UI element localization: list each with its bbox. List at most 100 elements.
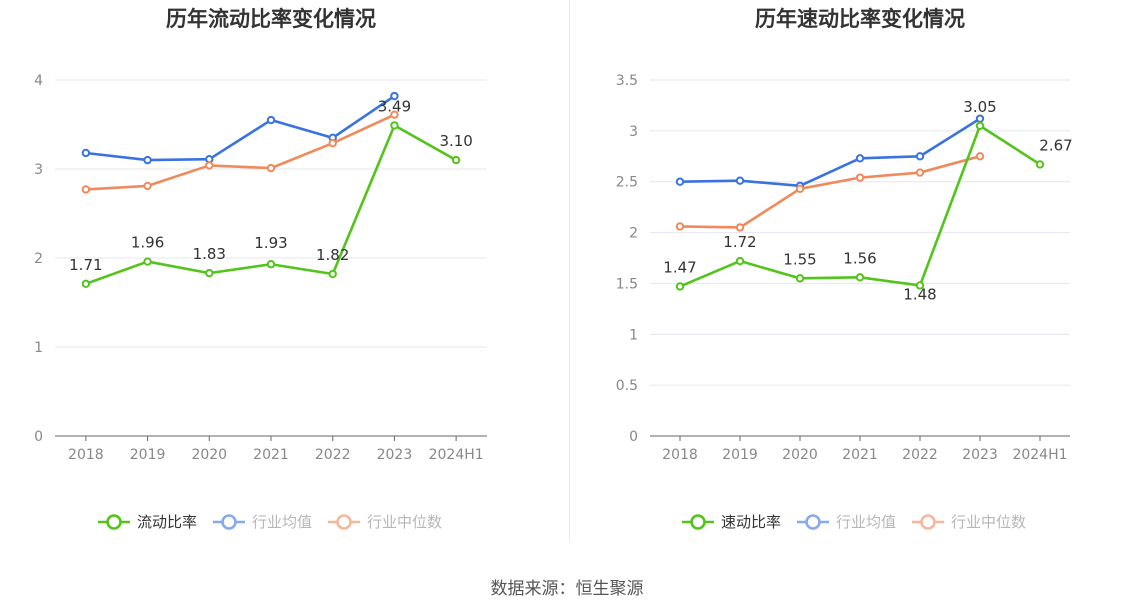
data-point — [735, 256, 745, 266]
x-tick-label: 2024H1 — [429, 447, 484, 463]
chart-panel-1: 历年流动比率变化情况 0 1 2 3 4 2018 2019 2020 2021 2022 2023 2… — [34, 7, 487, 531]
data-point — [915, 281, 925, 290]
data-label: 1.47 — [663, 258, 696, 276]
data-label: 1.96 — [131, 234, 164, 252]
data-point — [1035, 160, 1045, 169]
y-tick-label: 0 — [34, 429, 43, 445]
y-tick-label: 3 — [34, 162, 43, 178]
data-point — [735, 223, 745, 232]
data-point — [81, 279, 91, 289]
data-point — [81, 185, 91, 194]
y-tick-label: 4 — [34, 73, 43, 89]
data-label: 1.83 — [193, 245, 226, 263]
data-point — [735, 176, 745, 185]
y-tick-label: 1.5 — [616, 276, 638, 292]
series-流动比率: 1.71 1.96 1.83 1.93 1.82 3.49 3.10 — [69, 97, 473, 289]
x-tick-label: 2020 — [782, 447, 818, 463]
data-point — [390, 110, 399, 119]
legend-marker-icon — [106, 514, 122, 530]
data-point — [675, 282, 685, 291]
legend-label: 速动比率 — [721, 513, 781, 531]
data-point — [266, 260, 276, 269]
panel-divider — [569, 0, 570, 542]
data-point — [143, 181, 152, 191]
data-point — [975, 152, 985, 161]
data-point — [855, 273, 865, 282]
data-point — [975, 114, 985, 123]
legend-label: 行业中位数 — [951, 513, 1026, 531]
data-point — [795, 274, 805, 283]
legend-item: 行业均值 — [213, 513, 312, 531]
data-point — [390, 91, 399, 101]
legend-item: 行业中位数 — [328, 513, 442, 531]
data-point — [915, 168, 925, 177]
legend: 流动比率 行业均值 行业中位数 — [98, 513, 442, 531]
y-tick-label: 0 — [629, 429, 638, 445]
y-tick-label: 1 — [34, 340, 43, 356]
y-tick-label: 1 — [629, 327, 638, 343]
data-label: 3.05 — [963, 98, 996, 116]
chart-title: 历年流动比率变化情况 — [166, 7, 376, 31]
legend-item: 速动比率 — [682, 513, 781, 531]
y-tick-label: 2.5 — [616, 175, 638, 191]
series-行业均值 — [675, 114, 985, 190]
data-point — [143, 155, 152, 165]
data-point — [675, 222, 685, 231]
legend-marker-icon — [336, 514, 352, 530]
legend-item: 行业均值 — [797, 513, 896, 531]
x-tick-label: 2019 — [130, 447, 166, 463]
x-tick-label: 2021 — [842, 447, 878, 463]
data-point — [205, 268, 214, 278]
y-tick-label: 3.5 — [616, 73, 638, 89]
data-label: 1.48 — [903, 285, 936, 303]
legend-label: 流动比率 — [137, 513, 197, 531]
data-point — [390, 121, 399, 130]
series-行业均值 — [81, 91, 399, 165]
legend-item: 流动比率 — [98, 513, 197, 531]
legend-marker-icon — [920, 514, 936, 530]
legend-marker-icon — [805, 514, 821, 530]
data-point — [266, 163, 276, 173]
series-line — [85, 113, 395, 191]
data-label: 1.93 — [254, 234, 287, 252]
data-label: 3.49 — [378, 97, 411, 115]
chart-panel-2: 历年速动比率变化情况 0 0.5 1 1.5 2 2.5 3 3.5 2018 2019 2020 20… — [616, 7, 1073, 531]
y-tick-label: 2 — [34, 251, 43, 267]
data-point — [795, 184, 805, 194]
data-label: 1.55 — [783, 250, 816, 268]
series-行业中位数 — [81, 110, 399, 194]
data-label: 1.56 — [843, 249, 876, 267]
data-label: 1.82 — [316, 246, 349, 264]
charts-canvas: 历年流动比率变化情况 0 1 2 3 4 2018 2019 2020 2021 2022 2023 2… — [34, 7, 1073, 531]
data-source-note: 数据来源：恒生聚源 — [490, 579, 644, 599]
x-tick-label: 2022 — [315, 447, 351, 463]
x-tick-label: 2018 — [68, 447, 104, 463]
data-point — [328, 269, 337, 279]
legend-marker-icon — [221, 514, 237, 530]
x-tick-label: 2020 — [191, 447, 227, 463]
data-point — [143, 257, 152, 266]
x-tick-label: 2023 — [962, 447, 998, 463]
data-label: 3.10 — [439, 132, 472, 150]
legend-label: 行业均值 — [252, 513, 312, 531]
legend: 速动比率 行业均值 行业中位数 — [682, 513, 1026, 531]
data-point — [328, 138, 337, 148]
series-速动比率: 1.47 1.72 1.55 1.56 1.48 3.05 2.67 — [663, 98, 1072, 304]
x-tick-label: 2022 — [902, 447, 938, 463]
data-point — [855, 173, 865, 182]
y-tick-label: 3 — [629, 124, 638, 140]
data-point — [451, 155, 461, 165]
data-point — [675, 177, 685, 186]
x-tick-label: 2023 — [377, 447, 413, 463]
x-tick-label: 2024H1 — [1012, 447, 1067, 463]
data-point — [81, 148, 91, 158]
data-point — [975, 121, 985, 130]
data-point — [855, 154, 865, 163]
data-label: 2.67 — [1039, 136, 1072, 154]
x-tick-label: 2019 — [722, 447, 758, 463]
legend-label: 行业中位数 — [367, 513, 442, 531]
series-line — [679, 155, 981, 229]
x-tick-label: 2021 — [253, 447, 289, 463]
legend-label: 行业均值 — [836, 513, 896, 531]
